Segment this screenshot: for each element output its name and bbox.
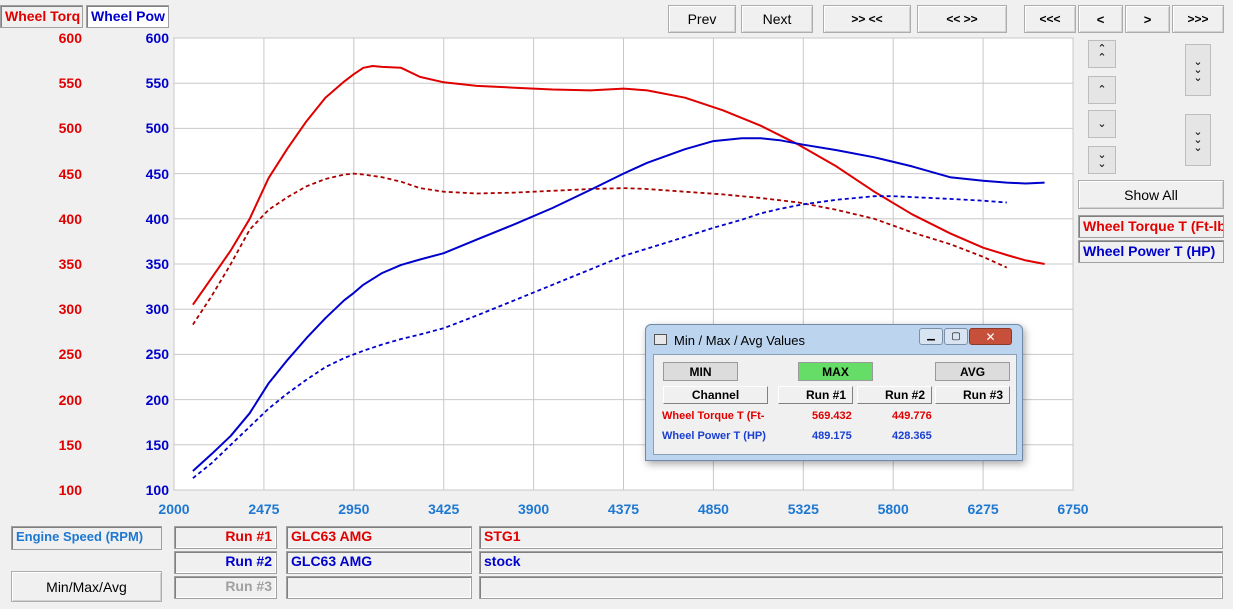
run2-label: Run #2 bbox=[174, 551, 277, 574]
x-axis-ticks: 2000 2475 2950 3425 3900 4375 4850 5325 5800 6275… bbox=[158, 501, 1088, 517]
run1-label: Run #1 bbox=[174, 526, 277, 549]
y-left-tick-label: 350 bbox=[58, 256, 82, 272]
dialog-title: Min / Max / Avg Values bbox=[674, 333, 806, 348]
chart-grid bbox=[173, 37, 1074, 491]
col-run1: Run #1 bbox=[778, 386, 853, 404]
channel-torque-label[interactable]: Wheel Torque T (Ft-lb) bbox=[1078, 215, 1224, 238]
x-tick-label: 6275 bbox=[968, 501, 999, 517]
y-right-tick-label: 150 bbox=[145, 436, 169, 453]
y-right-tick-label: 350 bbox=[145, 256, 169, 272]
min-max-avg-dialog[interactable]: Min / Max / Avg Values ▁ ▢ ✕ MIN MAX AVG… bbox=[645, 324, 1023, 461]
series-line-1 bbox=[192, 172, 1008, 326]
next-button[interactable]: Next bbox=[741, 5, 813, 33]
row-power-channel: Wheel Power T (HP) bbox=[662, 430, 766, 442]
zoom-in-button[interactable]: >> << bbox=[823, 5, 911, 33]
y-left-tick-label: 500 bbox=[58, 120, 82, 137]
run3-label: Run #3 bbox=[174, 576, 277, 599]
x-tick-label: 5800 bbox=[878, 501, 909, 517]
y-right-tick-label: 550 bbox=[145, 75, 169, 92]
x-tick-label: 3900 bbox=[518, 501, 549, 517]
row-torque-run2: 449.776 bbox=[892, 410, 932, 422]
series-line-0 bbox=[192, 65, 1045, 306]
scale-up-icon[interactable]: ⌃ bbox=[1088, 76, 1116, 104]
min-tab[interactable]: MIN bbox=[663, 362, 738, 381]
x-tick-label: 6750 bbox=[1057, 501, 1088, 517]
run2-vehicle: GLC63 AMG bbox=[286, 551, 472, 574]
run3-note bbox=[479, 576, 1223, 599]
shift-down-fast-icon[interactable]: ⌄ ⌄ ⌄ bbox=[1185, 44, 1211, 96]
y-right-tick-label: 200 bbox=[145, 391, 169, 408]
row-power-run2: 428.365 bbox=[892, 430, 932, 442]
row-torque-run1: 569.432 bbox=[812, 410, 852, 422]
x-tick-label: 4375 bbox=[608, 501, 639, 517]
scroll-left-button[interactable]: < bbox=[1078, 5, 1123, 33]
legend-power-label[interactable]: Wheel Pow bbox=[86, 5, 169, 28]
x-tick-label: 5325 bbox=[788, 501, 819, 517]
scroll-far-right-button[interactable]: >>> bbox=[1172, 5, 1224, 33]
run1-note: STG1 bbox=[479, 526, 1223, 549]
x-tick-label: 2950 bbox=[338, 501, 369, 517]
max-tab[interactable]: MAX bbox=[798, 362, 873, 381]
run1-vehicle: GLC63 AMG bbox=[286, 526, 472, 549]
y-left-tick-label: 400 bbox=[58, 210, 82, 227]
y-right-tick-label: 400 bbox=[145, 210, 169, 227]
y-left-tick-label: 100 bbox=[58, 482, 82, 498]
y-right-tick-label: 600 bbox=[145, 30, 169, 46]
y-left-tick-label: 450 bbox=[58, 165, 82, 182]
minimize-icon[interactable]: ▁ bbox=[919, 328, 943, 345]
maximize-icon[interactable]: ▢ bbox=[944, 328, 968, 345]
y-right-tick-label: 100 bbox=[145, 482, 169, 498]
run3-vehicle bbox=[286, 576, 472, 599]
chart-series bbox=[192, 65, 1045, 479]
series-line-2 bbox=[192, 137, 1045, 472]
y-left-tick-label: 600 bbox=[58, 30, 82, 46]
y-right-tick-label: 500 bbox=[145, 120, 169, 137]
y-right-tick-label: 250 bbox=[145, 346, 169, 363]
avg-tab[interactable]: AVG bbox=[935, 362, 1010, 381]
y-left-tick-label: 300 bbox=[58, 301, 82, 318]
scale-down-fast-icon[interactable]: ⌄ ⌄ bbox=[1088, 146, 1116, 174]
run2-note: stock bbox=[479, 551, 1223, 574]
engine-speed-label[interactable]: Engine Speed (RPM) bbox=[11, 526, 162, 550]
prev-button[interactable]: Prev bbox=[668, 5, 736, 33]
x-tick-label: 3425 bbox=[428, 501, 459, 517]
x-tick-label: 4850 bbox=[698, 501, 729, 517]
scroll-far-left-button[interactable]: <<< bbox=[1024, 5, 1076, 33]
channel-power-label[interactable]: Wheel Power T (HP) bbox=[1078, 240, 1224, 263]
scale-down-icon[interactable]: ⌄ bbox=[1088, 110, 1116, 138]
zoom-out-button[interactable]: << >> bbox=[917, 5, 1007, 33]
row-power-run1: 489.175 bbox=[812, 430, 852, 442]
scale-up-fast-icon[interactable]: ⌃ ⌃ bbox=[1088, 40, 1116, 68]
col-channel: Channel bbox=[663, 386, 768, 404]
col-run3: Run #3 bbox=[935, 386, 1010, 404]
dialog-body: MIN MAX AVG Channel Run #1 Run #2 Run #3… bbox=[653, 354, 1017, 455]
scroll-right-button[interactable]: > bbox=[1125, 5, 1170, 33]
y-left-tick-label: 550 bbox=[58, 75, 82, 92]
x-tick-label: 2000 bbox=[158, 501, 189, 517]
x-tick-label: 2475 bbox=[248, 501, 279, 517]
y-left-tick-label: 200 bbox=[58, 391, 82, 408]
min-max-avg-button[interactable]: Min/Max/Avg bbox=[11, 571, 162, 602]
series-line-3 bbox=[192, 195, 1007, 479]
y-left-tick-label: 250 bbox=[58, 346, 82, 363]
col-run2: Run #2 bbox=[857, 386, 932, 404]
y-right-tick-label: 450 bbox=[145, 165, 169, 182]
row-torque-channel: Wheel Torque T (Ft- bbox=[662, 410, 765, 422]
close-icon[interactable]: ✕ bbox=[969, 328, 1012, 345]
shift-down-faster-icon[interactable]: ⌄ ⌄ ⌄ bbox=[1185, 114, 1211, 166]
legend-torque-label[interactable]: Wheel Torq bbox=[0, 5, 83, 28]
y-right-tick-label: 300 bbox=[145, 301, 169, 318]
y-left-tick-label: 150 bbox=[58, 436, 82, 453]
show-all-button[interactable]: Show All bbox=[1078, 180, 1224, 209]
window-icon bbox=[654, 334, 667, 345]
